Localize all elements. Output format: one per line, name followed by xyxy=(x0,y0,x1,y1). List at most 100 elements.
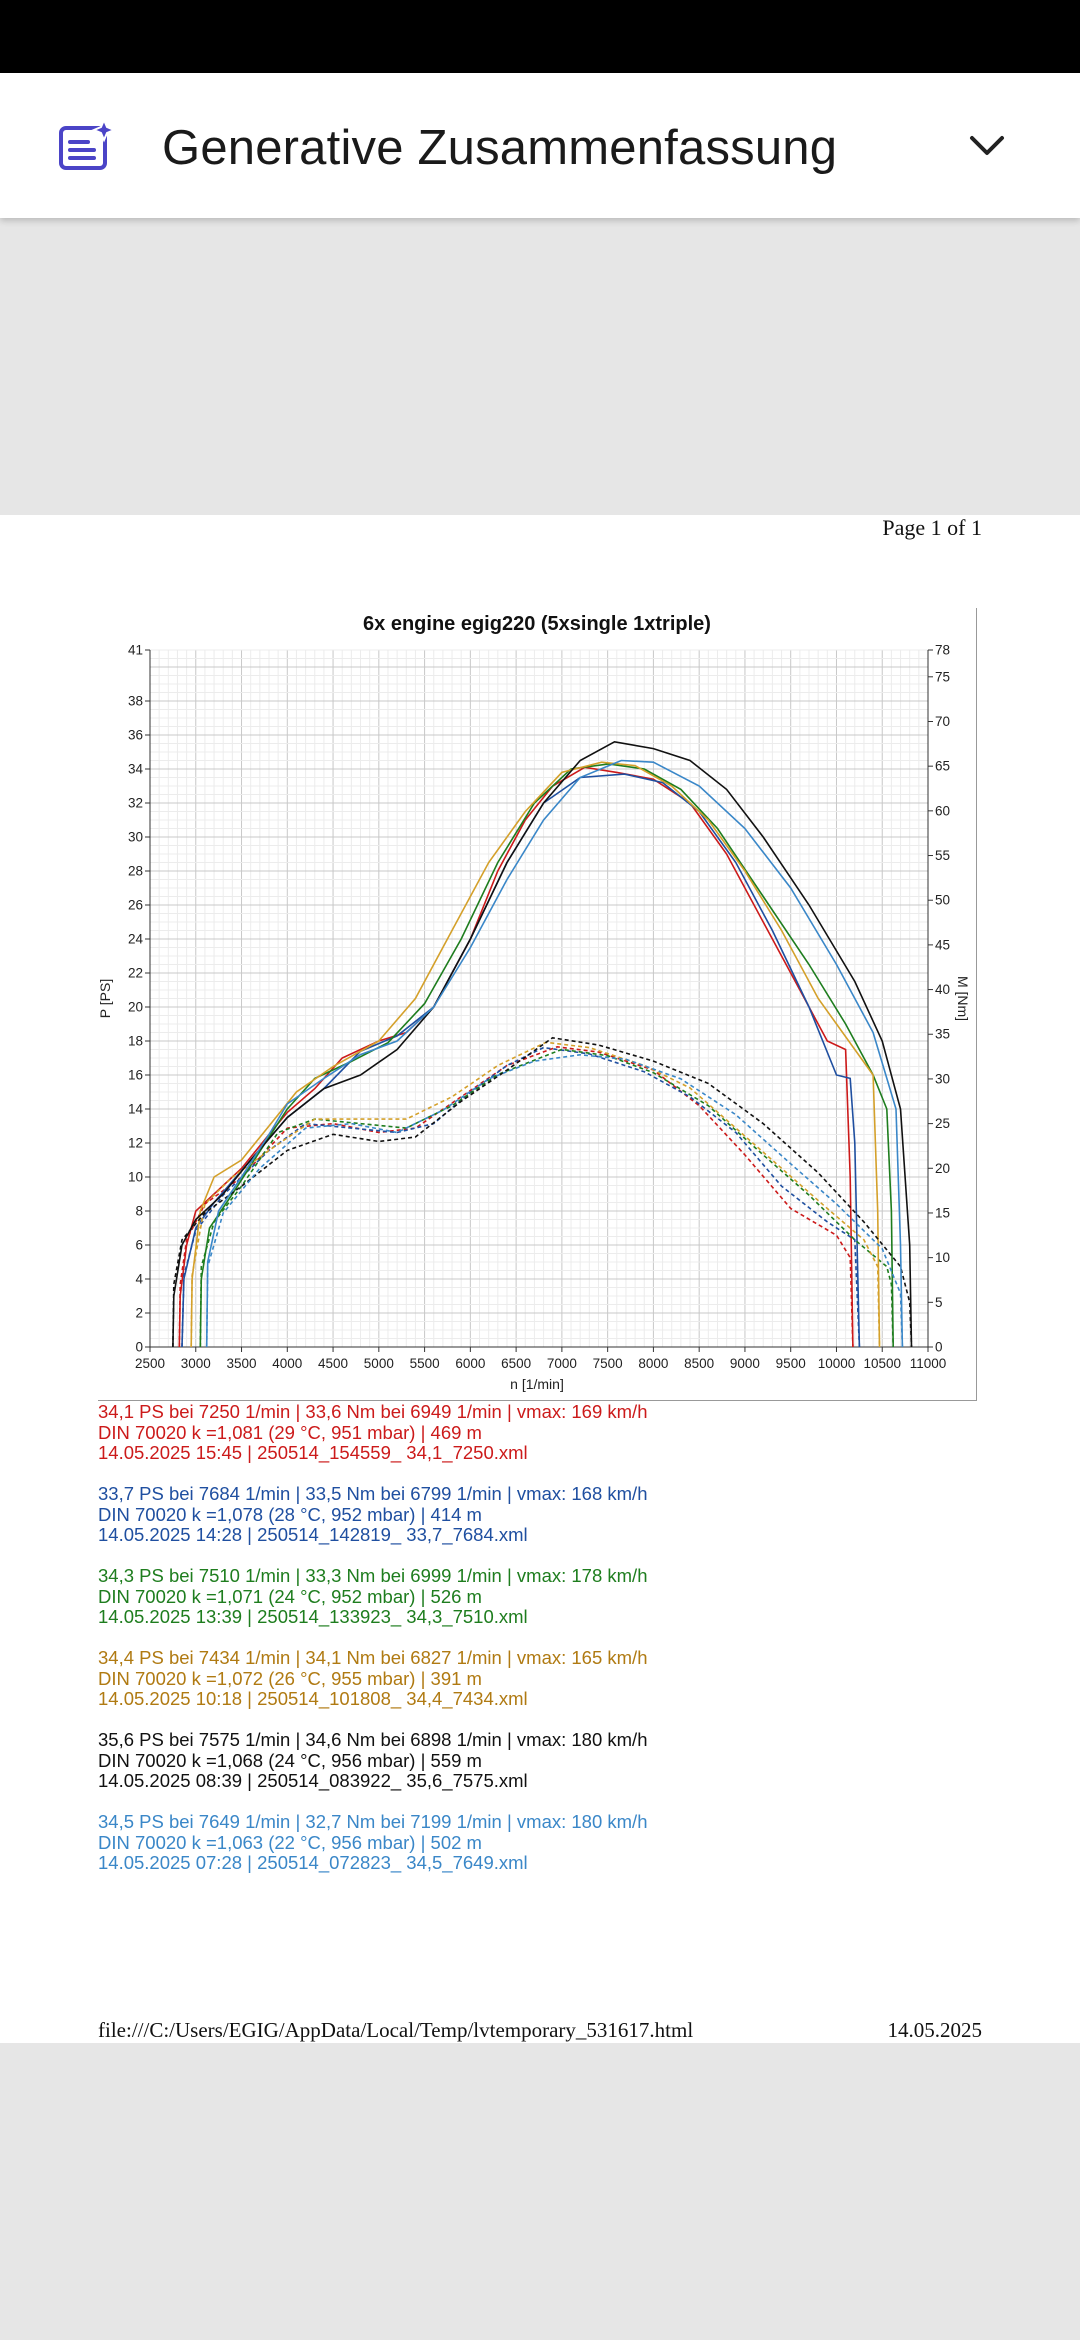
x-tick-label: 6000 xyxy=(455,1356,485,1371)
run-entry-line1: 34,3 PS bei 7510 1/min | 33,3 Nm bei 699… xyxy=(98,1565,648,1586)
run-entry-line1: 34,5 PS bei 7649 1/min | 32,7 Nm bei 719… xyxy=(98,1811,648,1832)
page-number-label: Page 1 of 1 xyxy=(882,515,982,540)
y-tick-label: 16 xyxy=(128,1068,143,1083)
run-entry-line3: 14.05.2025 14:28 | 250514_142819_ 33,7_7… xyxy=(98,1524,528,1545)
x-axis-label: n [1/min] xyxy=(510,1376,564,1392)
y2-tick-label: 10 xyxy=(935,1250,950,1265)
run-entry-line1: 35,6 PS bei 7575 1/min | 34,6 Nm bei 689… xyxy=(98,1729,648,1750)
run-entry-line3: 14.05.2025 13:39 | 250514_133923_ 34,3_7… xyxy=(98,1606,528,1627)
footer-date: 14.05.2025 xyxy=(887,2018,983,2042)
y-tick-label: 34 xyxy=(128,762,144,777)
y-tick-label: 32 xyxy=(128,796,143,811)
y-tick-label: 22 xyxy=(128,966,143,981)
y2-tick-label: 50 xyxy=(935,893,950,908)
x-tick-label: 4500 xyxy=(318,1356,348,1371)
x-tick-label: 10500 xyxy=(863,1356,901,1371)
y2-tick-label: 75 xyxy=(935,669,950,684)
series-5-power-line xyxy=(172,740,913,1348)
y-tick-label: 6 xyxy=(135,1238,143,1253)
run-entry-line2: DIN 70020 k =1,072 (26 °C, 955 mbar) | 3… xyxy=(98,1667,482,1689)
y2-tick-label: 30 xyxy=(935,1071,950,1086)
y2-tick-label: 35 xyxy=(935,1027,950,1042)
series-3-torque-line xyxy=(199,1048,894,1348)
dyno-chart-svg: 6x engine egig220 (5xsingle 1xtriple)250… xyxy=(97,613,971,1392)
run-entry: 35,6 PS bei 7575 1/min | 34,6 Nm bei 689… xyxy=(98,1729,648,1792)
x-tick-label: 9000 xyxy=(730,1356,760,1371)
x-tick-label: 3000 xyxy=(181,1356,211,1371)
run-entry: 33,7 PS bei 7684 1/min | 33,5 Nm bei 679… xyxy=(98,1483,648,1546)
y-tick-label: 38 xyxy=(128,694,143,709)
run-entry-line2: DIN 70020 k =1,063 (22 °C, 956 mbar) | 5… xyxy=(98,1831,482,1853)
y-tick-label: 30 xyxy=(128,830,143,845)
chart-title: 6x engine egig220 (5xsingle 1xtriple) xyxy=(363,613,711,635)
run-entry-line1: 34,4 PS bei 7434 1/min | 34,1 Nm bei 682… xyxy=(98,1647,648,1668)
x-tick-label: 11000 xyxy=(910,1356,947,1371)
series-5-torque-line xyxy=(172,1036,913,1348)
x-tick-label: 8000 xyxy=(638,1356,668,1371)
y2-tick-label: 60 xyxy=(935,803,950,818)
run-entry: 34,4 PS bei 7434 1/min | 34,1 Nm bei 682… xyxy=(98,1647,648,1710)
x-tick-label: 9500 xyxy=(776,1356,806,1371)
series-2-torque-line xyxy=(181,1046,861,1348)
y-tick-label: 14 xyxy=(128,1102,144,1117)
run-entry-line2: DIN 70020 k =1,081 (29 °C, 951 mbar) | 4… xyxy=(98,1421,482,1443)
summary-header[interactable]: Generative Zusammenfassung xyxy=(0,73,1080,218)
series-6-power-line xyxy=(205,759,904,1348)
chevron-down-icon[interactable] xyxy=(967,133,1007,164)
x-tick-label: 7000 xyxy=(547,1356,577,1371)
y2-tick-label: 20 xyxy=(935,1161,950,1176)
y2-tick-label: 45 xyxy=(935,937,950,952)
y2-tick-label: 0 xyxy=(935,1340,943,1355)
y-tick-label: 18 xyxy=(128,1034,143,1049)
y-tick-label: 36 xyxy=(128,728,143,743)
run-entry-line3: 14.05.2025 10:18 | 250514_101808_ 34,4_7… xyxy=(98,1688,528,1709)
y2-tick-label: 40 xyxy=(935,982,950,997)
y-tick-label: 12 xyxy=(128,1136,143,1151)
y-tick-label: 28 xyxy=(128,864,143,879)
y-tick-label: 2 xyxy=(135,1306,143,1321)
run-entry-line2: DIN 70020 k =1,068 (24 °C, 956 mbar) | 5… xyxy=(98,1749,482,1771)
series-1-torque-line xyxy=(178,1045,854,1348)
dyno-chart: 6x engine egig220 (5xsingle 1xtriple) 250… xyxy=(97,608,977,1401)
y2-tick-label: 70 xyxy=(935,714,950,729)
x-tick-label: 8500 xyxy=(684,1356,714,1371)
run-entry-line2: DIN 70020 k =1,071 (24 °C, 952 mbar) | 5… xyxy=(98,1585,482,1607)
run-entry: 34,1 PS bei 7250 1/min | 33,6 Nm bei 694… xyxy=(98,1401,648,1464)
y-tick-label: 24 xyxy=(128,932,144,947)
y2-tick-label: 15 xyxy=(935,1205,950,1220)
status-bar xyxy=(0,0,1080,73)
y-tick-label: 4 xyxy=(135,1272,143,1287)
x-tick-label: 4000 xyxy=(272,1356,302,1371)
run-entry: 34,3 PS bei 7510 1/min | 33,3 Nm bei 699… xyxy=(98,1565,648,1628)
run-entry-line3: 14.05.2025 08:39 | 250514_083922_ 35,6_7… xyxy=(98,1770,528,1791)
y-tick-label: 41 xyxy=(128,643,143,658)
ai-summary-icon xyxy=(58,117,117,177)
y2-tick-label: 5 xyxy=(935,1295,943,1310)
x-tick-label: 6500 xyxy=(501,1356,531,1371)
x-tick-label: 10000 xyxy=(818,1356,856,1371)
run-entry-line1: 33,7 PS bei 7684 1/min | 33,5 Nm bei 679… xyxy=(98,1483,648,1504)
x-tick-label: 5000 xyxy=(364,1356,394,1371)
run-entry-line1: 34,1 PS bei 7250 1/min | 33,6 Nm bei 694… xyxy=(98,1401,648,1422)
run-entry-line3: 14.05.2025 07:28 | 250514_072823_ 34,5_7… xyxy=(98,1852,528,1873)
y2-tick-label: 25 xyxy=(935,1116,950,1131)
y-tick-label: 8 xyxy=(135,1204,143,1219)
footer-file-path: file:///C:/Users/EGIG/AppData/Local/Temp… xyxy=(98,2018,694,2042)
x-tick-label: 3500 xyxy=(227,1356,257,1371)
y-tick-label: 0 xyxy=(135,1340,143,1355)
series-4-torque-line xyxy=(190,1041,881,1348)
x-tick-label: 2500 xyxy=(135,1356,165,1371)
run-entry: 34,5 PS bei 7649 1/min | 32,7 Nm bei 719… xyxy=(98,1811,648,1874)
series-2-power-line xyxy=(181,773,861,1348)
run-entry-line3: 14.05.2025 15:45 | 250514_154559_ 34,1_7… xyxy=(98,1442,528,1463)
y2-tick-label: 78 xyxy=(935,643,950,658)
y-tick-label: 10 xyxy=(128,1170,143,1185)
series-4-power-line xyxy=(190,761,881,1348)
header-title: Generative Zusammenfassung xyxy=(162,121,838,175)
series-3-power-line xyxy=(199,763,894,1348)
y2-axis-label: M [Nm] xyxy=(955,976,971,1021)
y-tick-label: 20 xyxy=(128,1000,143,1015)
x-tick-label: 5500 xyxy=(410,1356,440,1371)
y2-tick-label: 55 xyxy=(935,848,950,863)
x-tick-label: 7500 xyxy=(593,1356,623,1371)
